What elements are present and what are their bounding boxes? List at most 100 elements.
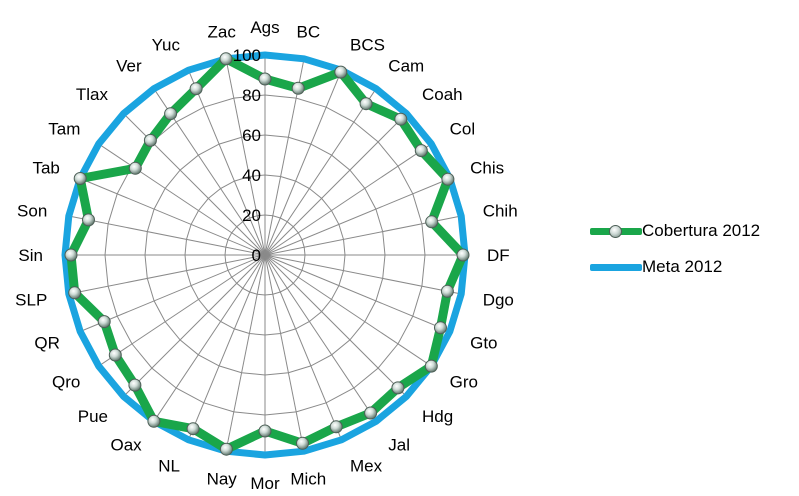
data-point-df	[456, 248, 470, 262]
legend: Cobertura 2012 Meta 2012	[590, 220, 790, 292]
category-label-ags: Ags	[250, 18, 279, 37]
r-tick-label-20: 20	[242, 206, 261, 225]
category-label-jal: Jal	[388, 436, 410, 455]
legend-label-cobertura: Cobertura 2012	[642, 221, 761, 240]
category-label-coah: Coah	[422, 85, 463, 104]
spoke-bcs	[264, 70, 342, 256]
data-point-qr	[97, 315, 111, 329]
category-label-qr: QR	[34, 333, 60, 352]
data-point-yuc	[189, 82, 203, 96]
data-point-bc	[291, 81, 305, 95]
spoke-cam	[264, 88, 377, 256]
radar-series	[61, 51, 470, 459]
category-label-col: Col	[450, 119, 476, 138]
data-point-ags	[258, 72, 272, 86]
data-point-hdg	[391, 381, 405, 395]
category-label-dgo: Dgo	[483, 291, 514, 310]
data-point-nay	[219, 442, 233, 456]
spoke-pue	[123, 254, 266, 397]
spoke-qr	[80, 254, 266, 332]
spoke-oax	[153, 254, 266, 422]
data-point-tab	[73, 172, 87, 185]
category-label-chih: Chih	[483, 202, 518, 221]
category-label-bc: BC	[296, 22, 320, 41]
data-point-mich	[296, 436, 309, 450]
category-label-qro: Qro	[52, 373, 80, 392]
spoke-coah	[264, 113, 407, 256]
data-point-tam	[128, 161, 142, 175]
category-label-son: Son	[17, 202, 47, 221]
category-label-tlax: Tlax	[76, 85, 109, 104]
spoke-gro	[264, 254, 432, 367]
legend-swatch-meta	[590, 264, 642, 271]
data-point-sin	[64, 248, 78, 262]
data-point-dgo	[440, 284, 454, 298]
category-label-sin: Sin	[18, 246, 43, 265]
data-point-nl	[186, 422, 200, 436]
data-point-tlax	[143, 133, 157, 147]
category-label-gto: Gto	[470, 333, 497, 352]
data-point-col	[414, 144, 428, 158]
spoke-yuc	[188, 70, 266, 256]
spoke-mex	[264, 254, 342, 440]
data-point-mor	[258, 424, 272, 438]
spoke-hdg	[264, 254, 407, 397]
r-tick-label-100: 100	[233, 46, 261, 65]
data-point-zac	[219, 52, 233, 66]
spoke-nl	[188, 254, 266, 440]
r-tick-label-40: 40	[242, 166, 261, 185]
data-point-oax	[147, 414, 161, 428]
spoke-jal	[264, 254, 377, 422]
spoke-qro	[98, 254, 266, 367]
category-label-pue: Pue	[78, 407, 108, 426]
category-label-slp: SLP	[15, 291, 47, 310]
spoke-chis	[264, 178, 450, 256]
r-tick-label-60: 60	[242, 126, 261, 145]
data-point-bcs	[334, 65, 348, 79]
category-label-chis: Chis	[470, 159, 504, 178]
r-tick-label-80: 80	[242, 86, 261, 105]
spoke-nay	[225, 254, 266, 452]
r-tick-label-0: 0	[252, 246, 261, 265]
category-label-nl: NL	[158, 457, 180, 476]
data-point-chih	[425, 215, 439, 229]
category-label-mor: Mor	[250, 474, 280, 493]
series-line-meta-2012	[61, 51, 469, 459]
data-point-gto	[434, 321, 447, 335]
spoke-mich	[264, 254, 305, 452]
category-label-mich: Mich	[290, 470, 326, 489]
category-label-tam: Tam	[48, 119, 80, 138]
data-point-ver	[164, 107, 178, 121]
legend-item-cobertura: Cobertura 2012	[590, 220, 790, 256]
legend-item-meta: Meta 2012	[590, 256, 790, 292]
data-point-jal	[364, 406, 378, 420]
spoke-slp	[68, 254, 266, 295]
spoke-col	[264, 143, 432, 256]
category-label-oax: Oax	[111, 436, 143, 455]
legend-label-meta: Meta 2012	[642, 257, 723, 276]
spoke-tam	[98, 143, 266, 256]
category-label-bcs: BCS	[350, 35, 385, 54]
spoke-gto	[264, 254, 450, 332]
category-label-df: DF	[487, 246, 510, 265]
category-label-cam: Cam	[388, 56, 424, 75]
category-label-hdg: Hdg	[422, 407, 453, 426]
data-point-slp	[68, 286, 82, 300]
spoke-zac	[225, 58, 266, 256]
data-point-pue	[128, 378, 142, 392]
category-label-mex: Mex	[350, 457, 383, 476]
data-point-cam	[359, 97, 373, 111]
data-point-son	[82, 213, 95, 227]
category-label-zac: Zac	[208, 22, 237, 41]
category-label-gro: Gro	[450, 373, 478, 392]
spoke-dgo	[264, 254, 462, 295]
category-label-tab: Tab	[32, 159, 59, 178]
spoke-tab	[80, 178, 266, 256]
radial-tick-labels: 0 20 40 60 80 100	[233, 46, 261, 265]
category-label-yuc: Yuc	[152, 35, 181, 54]
data-point-gro	[424, 359, 438, 373]
data-point-mex	[329, 420, 343, 434]
data-point-chis	[441, 172, 455, 186]
